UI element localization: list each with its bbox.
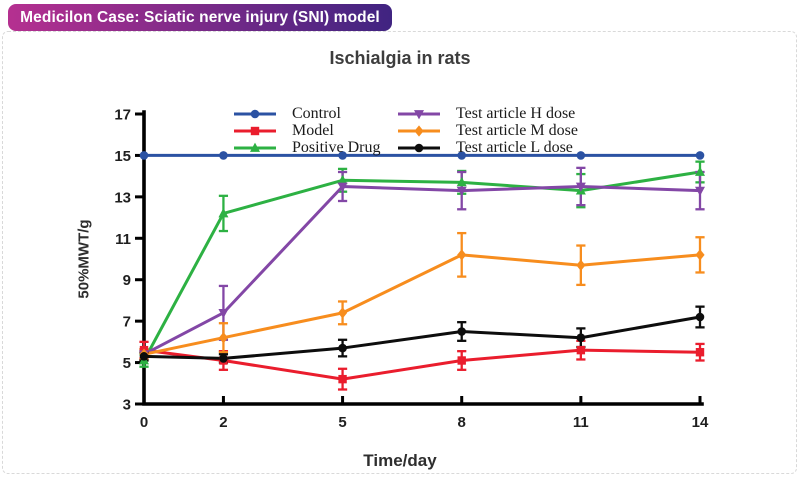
legend-label: Control <box>292 104 341 122</box>
legend-marker <box>250 109 260 118</box>
case-badge: Medicilon Case: Sciatic nerve injury (SN… <box>8 4 392 31</box>
legend-marker <box>414 124 424 137</box>
legend-marker-swatch <box>398 124 440 137</box>
data-point-marker <box>219 151 228 160</box>
data-point-marker <box>139 352 149 361</box>
data-point-marker <box>337 174 348 185</box>
data-point-marker <box>218 308 229 319</box>
data-point-marker <box>695 166 705 176</box>
data-point-marker <box>695 151 705 160</box>
legend-label: Test article L dose <box>456 138 573 156</box>
legend-marker-swatch <box>234 126 276 135</box>
data-point-marker <box>338 374 347 384</box>
y-tick-label: 17 <box>114 107 131 124</box>
legend-marker-swatch <box>234 142 276 152</box>
legend-column-2: Test article H dose Test article M dose Te… <box>397 105 578 156</box>
data-point-marker <box>218 332 229 344</box>
data-point-marker <box>576 333 586 343</box>
data-point-marker <box>139 151 149 160</box>
legend-marker <box>250 142 260 152</box>
data-point-marker <box>457 356 466 365</box>
legend-marker <box>250 126 260 135</box>
y-tick-label: 5 <box>123 355 131 372</box>
legend-item: Positive Drug <box>233 139 380 156</box>
x-tick-label: 8 <box>458 414 466 431</box>
data-point-marker <box>695 348 705 357</box>
legend-marker <box>414 143 424 152</box>
legend-item: Test article L dose <box>397 139 578 156</box>
data-point-marker <box>457 327 467 336</box>
legend-marker-swatch <box>234 109 276 118</box>
data-point-marker <box>575 182 586 192</box>
legend-item: Control <box>233 105 380 122</box>
data-point-marker <box>457 151 467 160</box>
x-tick-label: 2 <box>219 414 227 431</box>
chart-title: Ischialgia in rats <box>329 48 471 68</box>
legend-label: Model <box>292 121 334 139</box>
data-point-marker <box>337 182 348 192</box>
data-point-marker <box>695 186 705 197</box>
series-line <box>142 315 702 360</box>
y-tick-label: 9 <box>123 272 131 289</box>
x-tick-label: 0 <box>140 414 148 431</box>
legend-item: Model <box>233 122 380 139</box>
case-badge-label: Medicilon Case: Sciatic nerve injury (SN… <box>20 8 380 26</box>
data-point-marker <box>576 151 586 160</box>
legend-label: Test article M dose <box>456 121 578 139</box>
y-axis-label: 50%MWT/g <box>75 219 93 299</box>
x-axis-label: Time/day <box>363 451 437 470</box>
x-tick-label: 11 <box>573 414 589 431</box>
legend-marker-swatch <box>398 143 440 152</box>
data-point-marker <box>456 186 467 197</box>
x-tick-label: 14 <box>692 414 709 431</box>
data-point-marker <box>695 249 705 261</box>
data-point-marker <box>695 312 705 322</box>
legend-item: Test article H dose <box>397 105 578 122</box>
data-point-marker <box>576 345 586 355</box>
data-point-marker <box>456 176 467 187</box>
y-tick-label: 13 <box>114 189 131 206</box>
case-card <box>2 31 797 474</box>
x-tick-label: 5 <box>338 414 346 431</box>
legend-column-1: Control Model Positive Drug <box>233 105 380 156</box>
data-point-marker <box>219 354 228 363</box>
data-point-marker <box>338 343 347 353</box>
y-tick-label: 7 <box>123 314 131 331</box>
legend-label: Positive Drug <box>292 138 381 156</box>
data-point-marker <box>457 249 467 261</box>
legend-marker-swatch <box>398 109 440 119</box>
series-line <box>142 185 702 356</box>
legend-label: Test article H dose <box>456 104 576 122</box>
data-point-marker <box>218 208 229 218</box>
y-tick-label: 11 <box>115 231 131 248</box>
legend-item: Test article M dose <box>397 122 578 139</box>
y-tick-label: 15 <box>114 148 131 165</box>
data-point-marker <box>338 151 347 160</box>
y-tick-label: 3 <box>123 397 131 414</box>
data-point-marker <box>576 259 586 271</box>
series-line <box>142 253 702 356</box>
data-point-marker <box>337 307 348 319</box>
legend-marker <box>414 109 424 119</box>
